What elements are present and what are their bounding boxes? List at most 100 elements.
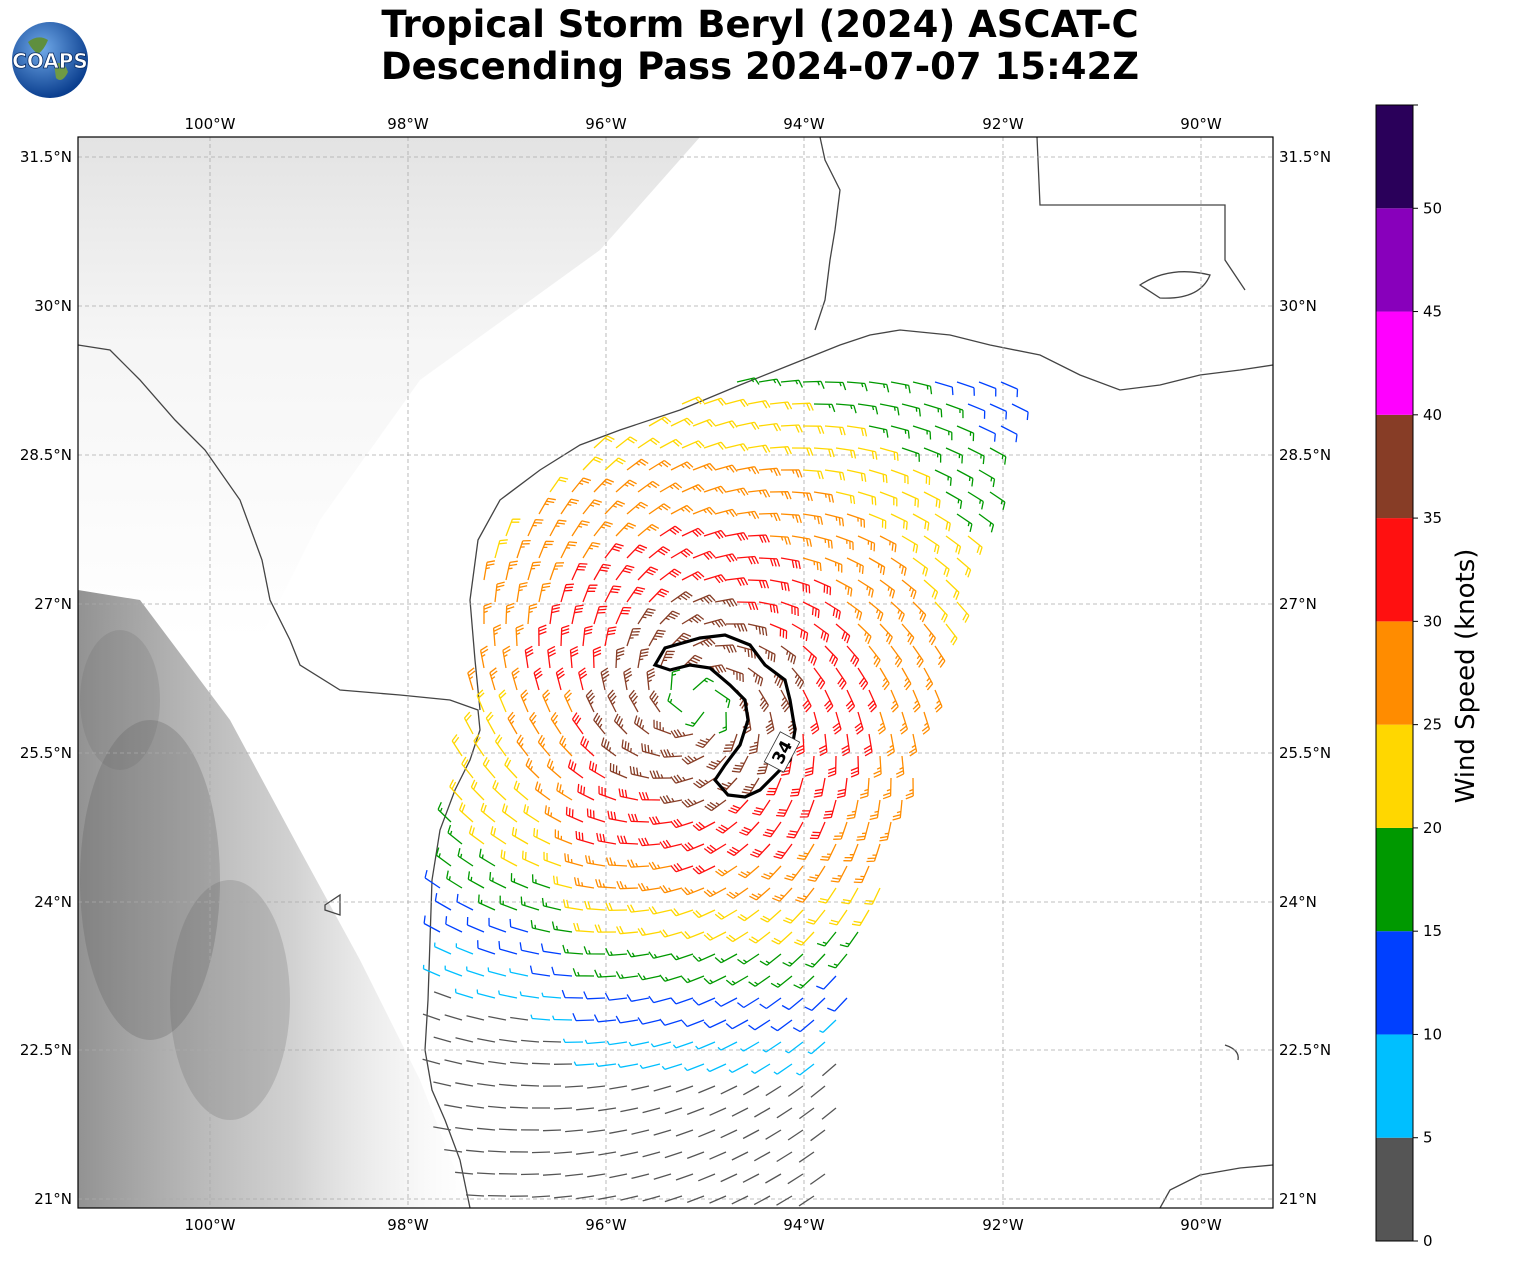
wind-barb — [989, 491, 1006, 511]
wind-barb — [598, 1151, 617, 1156]
wind-barb — [653, 719, 672, 735]
wind-barb — [670, 774, 694, 784]
wind-barb — [467, 871, 485, 889]
wind-barb — [901, 491, 920, 508]
wind-barb — [659, 610, 681, 625]
wind-barb — [836, 777, 848, 799]
wind-barb — [595, 1062, 617, 1067]
wind-barb — [489, 667, 498, 691]
wind-barb — [827, 755, 837, 778]
wind-barb — [641, 743, 661, 757]
wind-barb — [477, 940, 496, 955]
wind-barb — [835, 403, 857, 414]
wind-barb — [908, 733, 918, 757]
colorbar-bin — [1376, 105, 1413, 209]
wind-barb — [692, 677, 714, 691]
wind-barb — [488, 1060, 507, 1065]
lat-label: 22.5°N — [1279, 1041, 1331, 1059]
wind-barb — [773, 1063, 793, 1075]
wind-barb — [857, 491, 877, 506]
wind-barb — [1011, 403, 1029, 421]
wind-barb — [923, 447, 942, 463]
lon-label: 96°W — [585, 1216, 627, 1234]
wind-barb — [604, 543, 624, 559]
wind-barb — [445, 916, 463, 933]
wind-barb — [582, 625, 593, 647]
wind-barb — [670, 504, 694, 515]
wind-barb — [629, 766, 650, 779]
wind-barb — [498, 689, 507, 713]
wind-barb — [477, 1082, 496, 1087]
wind-barb — [615, 971, 639, 980]
wind-barb — [714, 598, 738, 608]
wind-barb — [827, 953, 848, 969]
wind-barb — [720, 1129, 738, 1139]
wind-barb — [776, 1107, 793, 1119]
wind-barb — [857, 535, 876, 552]
wind-barb — [809, 821, 826, 840]
wind-barb — [681, 755, 705, 765]
wind-barb — [505, 560, 518, 581]
wind-barb — [821, 1107, 837, 1120]
wind-barb — [513, 780, 529, 801]
wind-barb — [846, 799, 859, 820]
wind-barb — [604, 457, 626, 471]
wind-barb — [695, 1041, 716, 1050]
wind-barb — [835, 535, 854, 551]
wind-barb — [615, 606, 632, 625]
wind-barb — [736, 466, 760, 475]
wind-barb — [703, 485, 727, 494]
wind-barb — [912, 689, 921, 713]
wind-barb — [791, 579, 811, 594]
wind-barb — [717, 1041, 738, 1051]
wind-barb — [967, 403, 986, 419]
colorbar-bin — [1376, 1137, 1413, 1241]
wind-barb — [780, 601, 799, 617]
wind-barb — [637, 1017, 661, 1025]
wind-barb — [569, 646, 579, 669]
wind-barb — [578, 667, 588, 691]
wind-barb — [787, 1129, 804, 1141]
wind-barb — [648, 546, 671, 559]
wind-barb — [510, 873, 529, 889]
wind-barb — [449, 779, 463, 801]
wind-barb — [659, 482, 683, 493]
wind-barb — [799, 799, 815, 818]
wind-barb — [530, 920, 551, 933]
wind-barb — [824, 601, 841, 620]
wind-barb — [538, 624, 547, 647]
wind-barb — [877, 711, 886, 735]
wind-barb — [890, 513, 908, 530]
wind-barb — [769, 623, 788, 639]
wind-barb — [692, 953, 716, 962]
wind-barb — [967, 491, 984, 510]
wind-barb — [703, 574, 727, 584]
lat-label: 21°N — [1279, 1190, 1317, 1208]
wind-barb — [604, 992, 628, 1001]
wind-barb — [681, 614, 705, 625]
wind-barb — [633, 715, 650, 735]
lon-label: 94°W — [783, 115, 825, 133]
wind-barb — [709, 1107, 727, 1116]
wind-barb — [703, 618, 727, 628]
wind-barb — [890, 469, 909, 485]
wind-barb — [956, 601, 970, 623]
colorbar-tick-label: 20 — [1423, 819, 1442, 837]
wind-barb — [637, 480, 660, 493]
wind-barb — [912, 601, 927, 623]
wind-barb — [476, 989, 496, 999]
wind-barb — [681, 654, 703, 669]
wind-barb — [546, 758, 562, 779]
lat-label: 21°N — [34, 1190, 72, 1208]
wind-barb — [901, 623, 915, 645]
wind-barb — [498, 941, 518, 955]
wind-barb — [583, 946, 606, 955]
wind-barb — [796, 1063, 815, 1076]
wind-barb — [525, 757, 540, 779]
wind-barb — [748, 931, 771, 944]
wind-barb — [499, 895, 518, 911]
wind-barb — [609, 1129, 628, 1134]
lat-label: 30°N — [1279, 297, 1317, 315]
wind-barb — [537, 734, 551, 757]
wind-barb — [465, 1194, 485, 1197]
